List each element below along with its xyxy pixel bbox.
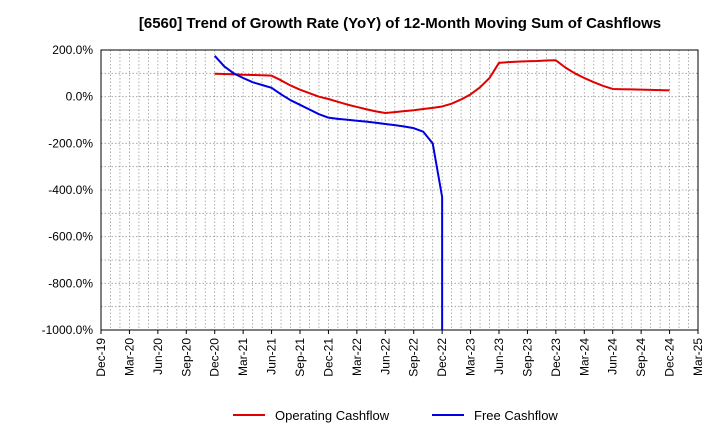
x-tick-label: Mar-22 xyxy=(350,338,364,376)
series-line-operating-cashflow xyxy=(214,59,670,114)
x-tick-label: Mar-23 xyxy=(464,338,478,376)
x-tick-label: Dec-21 xyxy=(321,338,335,377)
x-tick-label: Jun-21 xyxy=(265,338,279,375)
plot-frame xyxy=(100,49,699,331)
series-lines xyxy=(213,55,670,330)
chart-title: [6560] Trend of Growth Rate (YoY) of 12-… xyxy=(139,15,661,32)
x-tick-label: Sep-20 xyxy=(179,338,193,377)
x-tick-label: Jun-23 xyxy=(492,338,506,375)
y-tick-label: -200.0% xyxy=(48,136,93,150)
x-tick-label: Jun-20 xyxy=(151,338,165,375)
y-tick-label: -1000.0% xyxy=(42,323,94,337)
legend: Operating Cashflow Free Cashflow xyxy=(233,408,558,423)
grid xyxy=(101,50,698,330)
x-tick-label: Sep-21 xyxy=(293,338,307,377)
x-tick-label: Mar-25 xyxy=(691,338,705,376)
y-axis: 200.0% 0.0% -200.0% -400.0% -600.0% -800.0% -1… xyxy=(42,43,94,337)
y-tick-label: -600.0% xyxy=(48,230,93,244)
y-tick-label: -400.0% xyxy=(48,183,93,197)
legend-label: Operating Cashflow xyxy=(275,408,390,423)
x-tick-label: Dec-23 xyxy=(549,338,563,377)
y-tick-label: -800.0% xyxy=(48,276,93,290)
x-tick-label: Dec-22 xyxy=(435,338,449,377)
x-tick-label: Mar-24 xyxy=(577,338,591,376)
x-tick-label: Dec-19 xyxy=(94,338,108,377)
x-axis: Dec-19 Mar-20 Jun-20 Sep-20 Dec-20 Mar-21 Jun-… xyxy=(94,330,705,377)
x-tick-label: Sep-23 xyxy=(520,338,534,377)
x-tick-label: Mar-21 xyxy=(236,338,250,376)
y-tick-label: 0.0% xyxy=(66,90,94,104)
series-line-free-cashflow xyxy=(213,55,444,330)
x-tick-label: Jun-24 xyxy=(606,338,620,375)
x-tick-label: Dec-24 xyxy=(663,338,677,377)
x-tick-label: Dec-20 xyxy=(208,338,222,377)
legend-label: Free Cashflow xyxy=(474,408,558,423)
x-tick-label: Sep-22 xyxy=(407,338,421,377)
x-tick-label: Jun-22 xyxy=(378,338,392,375)
y-tick-label: 200.0% xyxy=(52,43,93,57)
x-tick-label: Mar-20 xyxy=(122,338,136,376)
x-tick-label: Sep-24 xyxy=(634,338,648,377)
